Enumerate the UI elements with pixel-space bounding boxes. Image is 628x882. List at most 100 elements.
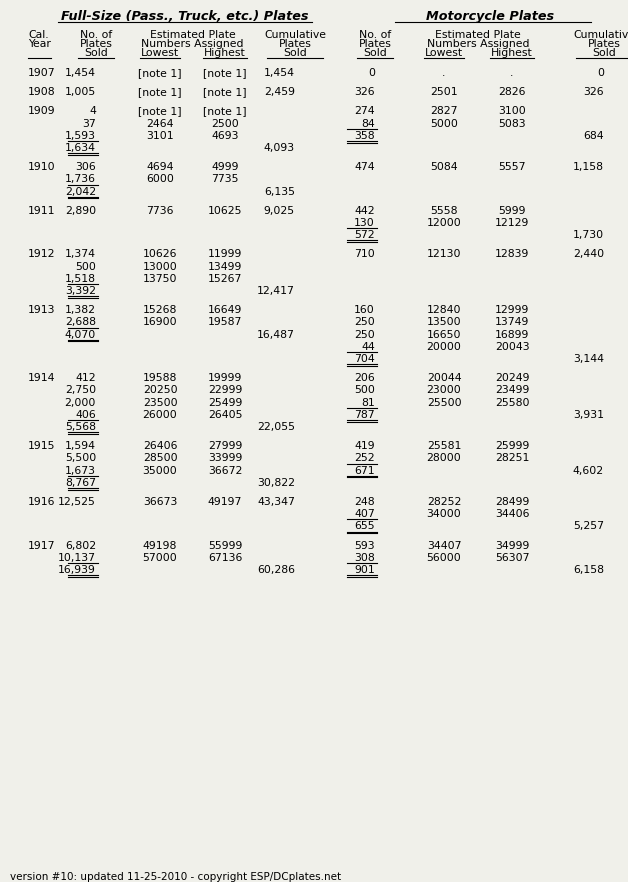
Text: Estimated Plate: Estimated Plate (435, 30, 521, 40)
Text: 3100: 3100 (498, 107, 526, 116)
Text: 1907: 1907 (28, 68, 56, 78)
Text: 206: 206 (354, 373, 375, 383)
Text: 1,518: 1,518 (65, 273, 96, 284)
Text: 2,042: 2,042 (65, 187, 96, 197)
Text: 1913: 1913 (28, 305, 55, 315)
Text: 34000: 34000 (426, 509, 462, 519)
Text: 57000: 57000 (143, 553, 177, 563)
Text: 684: 684 (583, 131, 604, 141)
Text: Cumulative: Cumulative (264, 30, 326, 40)
Text: 250: 250 (354, 330, 375, 340)
Text: 60,286: 60,286 (257, 565, 295, 575)
Text: [note 1]: [note 1] (203, 107, 247, 116)
Text: 274: 274 (354, 107, 375, 116)
Text: 412: 412 (75, 373, 96, 383)
Text: No. of: No. of (80, 30, 112, 40)
Text: 56000: 56000 (426, 553, 462, 563)
Text: Full-Size (Pass., Truck, etc.) Plates: Full-Size (Pass., Truck, etc.) Plates (62, 10, 309, 23)
Text: 37: 37 (82, 118, 96, 129)
Text: Plates: Plates (80, 39, 112, 49)
Text: 2,750: 2,750 (65, 385, 96, 395)
Text: [note 1]: [note 1] (138, 107, 182, 116)
Text: Sold: Sold (84, 48, 108, 58)
Text: 81: 81 (361, 398, 375, 407)
Text: Sold: Sold (592, 48, 616, 58)
Text: 1,158: 1,158 (573, 162, 604, 172)
Text: 20043: 20043 (495, 342, 529, 352)
Text: Highest: Highest (204, 48, 246, 58)
Text: 15268: 15268 (143, 305, 177, 315)
Text: 23499: 23499 (495, 385, 529, 395)
Text: 130: 130 (354, 218, 375, 228)
Text: 12130: 12130 (427, 250, 461, 259)
Text: 593: 593 (354, 541, 375, 550)
Text: 49198: 49198 (143, 541, 177, 550)
Text: [note 1]: [note 1] (203, 87, 247, 97)
Text: 12839: 12839 (495, 250, 529, 259)
Text: [note 1]: [note 1] (138, 87, 182, 97)
Text: 20000: 20000 (426, 342, 462, 352)
Text: 19587: 19587 (208, 318, 242, 327)
Text: .: . (442, 68, 446, 78)
Text: 1908: 1908 (28, 87, 56, 97)
Text: 1911: 1911 (28, 206, 55, 216)
Text: 28500: 28500 (143, 453, 177, 463)
Text: 252: 252 (354, 453, 375, 463)
Text: 4,602: 4,602 (573, 466, 604, 475)
Text: 19588: 19588 (143, 373, 177, 383)
Text: 84: 84 (361, 118, 375, 129)
Text: 56307: 56307 (495, 553, 529, 563)
Text: 3101: 3101 (146, 131, 174, 141)
Text: 1,730: 1,730 (573, 230, 604, 240)
Text: 13750: 13750 (143, 273, 177, 284)
Text: 1,454: 1,454 (264, 68, 295, 78)
Text: 16649: 16649 (208, 305, 242, 315)
Text: 22999: 22999 (208, 385, 242, 395)
Text: 36673: 36673 (143, 497, 177, 507)
Text: 35000: 35000 (143, 466, 177, 475)
Text: 1916: 1916 (28, 497, 55, 507)
Text: 28251: 28251 (495, 453, 529, 463)
Text: 1,382: 1,382 (65, 305, 96, 315)
Text: 1,593: 1,593 (65, 131, 96, 141)
Text: 12000: 12000 (426, 218, 462, 228)
Text: 4693: 4693 (211, 131, 239, 141)
Text: 306: 306 (75, 162, 96, 172)
Text: 23500: 23500 (143, 398, 177, 407)
Text: 11999: 11999 (208, 250, 242, 259)
Text: 406: 406 (75, 410, 96, 420)
Text: 16650: 16650 (427, 330, 461, 340)
Text: 1,673: 1,673 (65, 466, 96, 475)
Text: 5083: 5083 (498, 118, 526, 129)
Text: 1917: 1917 (28, 541, 55, 550)
Text: 25581: 25581 (427, 441, 461, 452)
Text: 500: 500 (75, 262, 96, 272)
Text: 5,257: 5,257 (573, 521, 604, 531)
Text: 9,025: 9,025 (264, 206, 295, 216)
Text: 1,634: 1,634 (65, 143, 96, 153)
Text: 28000: 28000 (426, 453, 462, 463)
Text: Cal.: Cal. (28, 30, 48, 40)
Text: 25499: 25499 (208, 398, 242, 407)
Text: 13499: 13499 (208, 262, 242, 272)
Text: 4694: 4694 (146, 162, 174, 172)
Text: 4,093: 4,093 (264, 143, 295, 153)
Text: 655: 655 (354, 521, 375, 531)
Text: 1,454: 1,454 (65, 68, 96, 78)
Text: Sold: Sold (363, 48, 387, 58)
Text: 5558: 5558 (430, 206, 458, 216)
Text: No. of: No. of (359, 30, 391, 40)
Text: 16,487: 16,487 (257, 330, 295, 340)
Text: Numbers Assigned: Numbers Assigned (427, 39, 529, 49)
Text: 787: 787 (354, 410, 375, 420)
Text: 0: 0 (368, 68, 375, 78)
Text: 0: 0 (597, 68, 604, 78)
Text: 12,417: 12,417 (257, 286, 295, 296)
Text: 1909: 1909 (28, 107, 56, 116)
Text: 3,392: 3,392 (65, 286, 96, 296)
Text: 22,055: 22,055 (257, 422, 295, 432)
Text: 474: 474 (354, 162, 375, 172)
Text: 1,594: 1,594 (65, 441, 96, 452)
Text: 419: 419 (354, 441, 375, 452)
Text: 2827: 2827 (430, 107, 458, 116)
